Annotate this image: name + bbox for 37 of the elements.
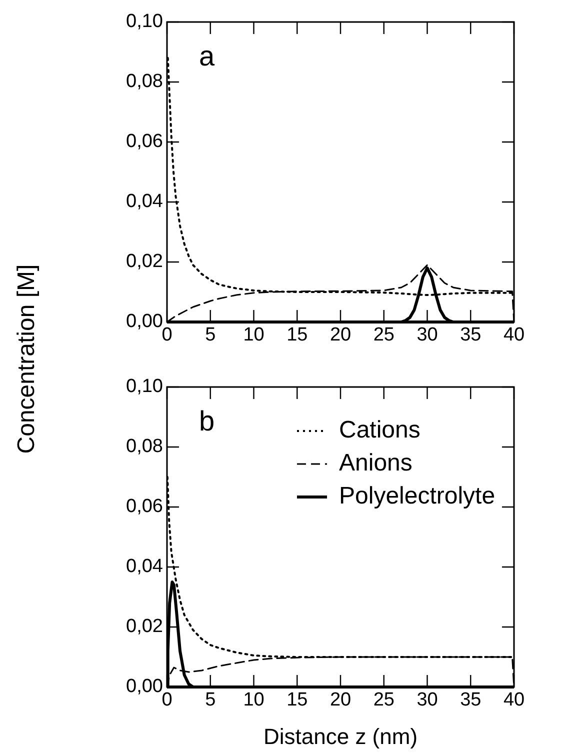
y-tick-label: 0,08 [126,436,163,458]
x-tick-label: 15 [286,324,308,346]
y-tick-label: 0,04 [126,556,164,578]
x-tick-label: 5 [205,324,216,346]
x-tick-label: 0 [162,690,172,711]
legend-label: Anions [339,450,412,477]
x-tick-label: 30 [416,690,438,711]
y-tick-label: 0,00 [126,311,163,332]
x-tick-label: 35 [460,324,482,346]
annotation: a [199,40,215,72]
x-tick-label: 0 [162,324,172,346]
y-tick-label: 0,02 [126,616,163,638]
y-axis-title: Concentration [M] [13,263,41,456]
y-tick-label: 0,02 [126,251,163,272]
x-tick-label: 20 [330,690,352,711]
x-axis-title: Distance z (nm) [263,724,418,749]
y-tick-label: 0,04 [126,191,164,212]
x-tick-label: 40 [503,324,525,346]
x-tick-label: 40 [503,690,525,711]
x-tick-label: 15 [286,690,308,711]
x-tick-label: 5 [205,690,216,711]
x-tick-label: 10 [243,690,264,711]
y-tick-label: 0,06 [126,131,163,152]
x-tick-label: 30 [416,324,438,346]
y-tick-label: 0,10 [126,376,163,398]
y-tick-label: 0,06 [126,496,163,518]
x-tick-label: 25 [373,690,394,711]
y-tick-label: 0,00 [126,676,163,698]
x-tick-label: 35 [460,690,482,711]
annotation: b [199,406,215,437]
y-tick-label: 0,10 [126,11,163,32]
x-tick-label: 25 [373,324,394,346]
legend-label: Cations [339,416,420,444]
legend-label: Polyelectrolyte [339,482,496,510]
y-tick-label: 0,08 [126,71,163,92]
x-tick-label: 10 [243,324,264,346]
x-tick-label: 20 [330,324,352,346]
